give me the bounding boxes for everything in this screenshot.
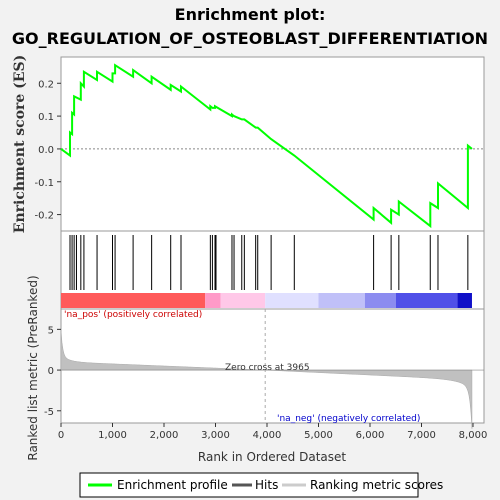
es-panel [60, 56, 485, 232]
heat-segment [457, 293, 472, 308]
x-axis-label: Rank in Ordered Dataset [198, 450, 346, 464]
hits-group [69, 235, 469, 290]
heat-segment [395, 293, 458, 308]
x-tick-label: 5,000 [304, 430, 333, 441]
metric-y-tick-label: -5 [44, 407, 54, 418]
heat-segment [205, 293, 221, 308]
metric-y-axis-label: Ranked list metric (PreRanked) [26, 275, 40, 460]
zero-cross-label: Zero cross at 3965 [225, 363, 310, 373]
legend-label-enrichment-profile: Enrichment profile [117, 478, 228, 492]
enrichment-profile-line [60, 63, 473, 229]
x-tick-label: 7,000 [407, 430, 436, 441]
heat-segment [220, 293, 266, 308]
es-series-group [60, 63, 484, 229]
es-y-tick-label: -0.2 [34, 211, 54, 222]
chart-title: Enrichment plot: [175, 5, 326, 24]
heat-segment [318, 293, 365, 308]
es-y-tick-label: 0.2 [38, 79, 54, 90]
x-tick-label: 6,000 [356, 430, 385, 441]
es-y-tick-label: -0.1 [34, 178, 54, 189]
heatmap-bar-group [61, 293, 472, 308]
x-tick-label: 1,000 [98, 430, 127, 441]
es-y-tick-label: 0.0 [38, 145, 54, 156]
x-tick-label: 3,000 [201, 430, 230, 441]
heat-segment [61, 293, 206, 308]
x-tick-label: 2,000 [150, 430, 179, 441]
metric-series-group [60, 309, 484, 429]
pos-correlated-label: 'na_pos' (positively correlated) [64, 310, 202, 320]
legend-label-ranking-metric: Ranking metric scores [310, 478, 443, 492]
neg-correlated-label: 'na_neg' (negatively correlated) [277, 414, 420, 424]
chart-subtitle: GO_REGULATION_OF_OSTEOBLAST_DIFFERENTIAT… [12, 29, 488, 48]
x-tick-label: 0 [58, 430, 64, 441]
metric-y-tick-label: 0 [48, 366, 54, 377]
legend-label-hits: Hits [255, 478, 278, 492]
es-y-axis-label: Enrichment score (ES) [12, 55, 28, 233]
heat-segment [265, 293, 319, 308]
x-tick-label: 8,000 [459, 430, 488, 441]
axes-group: 0.2 0.1 0.0 -0.1 -0.2 5 0 -5 0 1,000 2,000 3,000 4,0… [34, 79, 487, 441]
metric-y-tick-label: 5 [48, 325, 54, 336]
x-tick-label: 4,000 [253, 430, 282, 441]
es-y-tick-label: 0.1 [38, 112, 54, 123]
heat-segment [364, 293, 396, 308]
